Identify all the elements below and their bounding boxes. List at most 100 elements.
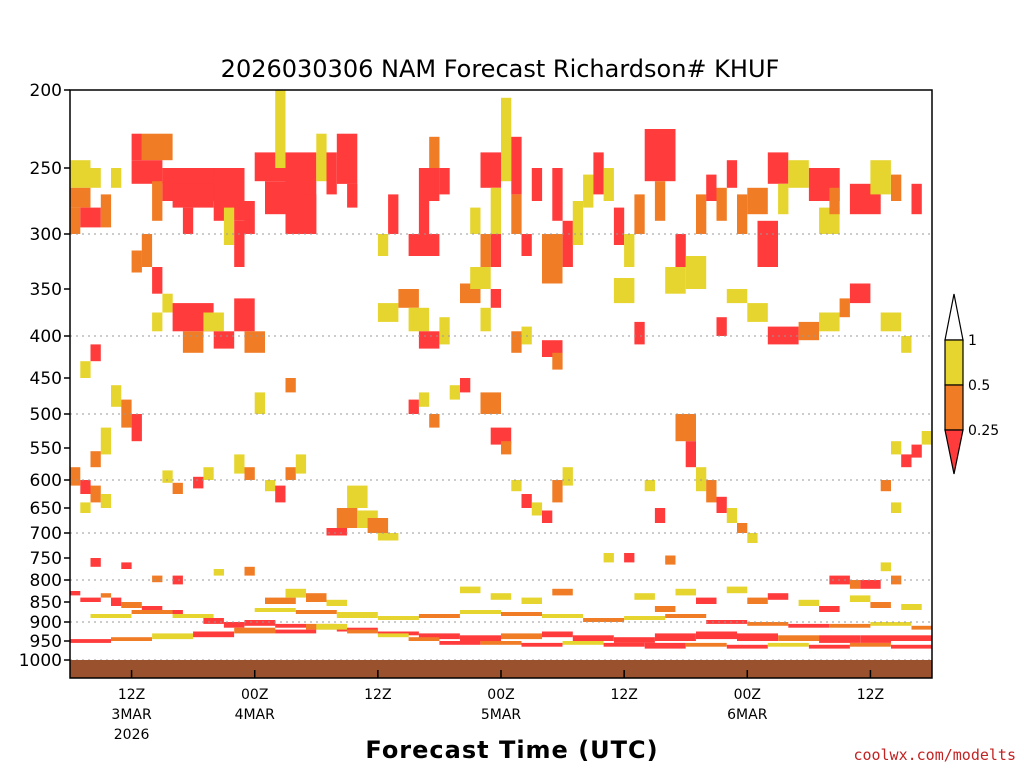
heatmap-cell <box>408 399 419 414</box>
heatmap-cell <box>418 614 460 618</box>
heatmap-cell <box>901 604 922 610</box>
heatmap-cell <box>819 606 840 612</box>
heatmap-cell <box>306 194 317 234</box>
y-tick-label: 800 <box>30 571 62 591</box>
heatmap-cell <box>757 220 778 267</box>
heatmap-cell <box>880 562 891 572</box>
heatmap-cell <box>347 629 378 634</box>
heatmap-cell <box>849 580 861 589</box>
heatmap-cell <box>911 183 922 215</box>
heatmap-cell <box>665 614 707 618</box>
heatmap-cell <box>193 631 235 638</box>
heatmap-cell <box>316 133 327 182</box>
heatmap-cell <box>408 637 440 641</box>
x-tick-date: 3MAR <box>111 707 152 723</box>
heatmap-cell <box>90 344 101 362</box>
chart-title: 2026030306 NAM Forecast Richardson# KHUF <box>221 55 780 83</box>
heatmap-cell <box>521 642 563 647</box>
y-tick-label: 650 <box>30 499 62 519</box>
heatmap-cell <box>747 597 768 604</box>
heatmap-cell <box>90 558 101 567</box>
heatmap-cell <box>234 454 245 474</box>
heatmap-cell <box>665 267 686 294</box>
heatmap-cell <box>778 183 789 215</box>
y-tick-label: 350 <box>30 280 62 300</box>
heatmap-cell <box>336 612 378 618</box>
heatmap-cell <box>685 441 696 468</box>
heatmap-cell <box>203 467 214 480</box>
x-tick-date: 4MAR <box>235 707 276 723</box>
legend: 1 0.5 0.25 <box>944 293 999 475</box>
heatmap-cell <box>521 234 532 256</box>
heatmap-cell <box>613 278 635 304</box>
heatmap-cell <box>265 597 296 604</box>
heatmap-cell <box>891 635 932 641</box>
heatmap-cell <box>870 602 891 608</box>
heatmap-cell <box>891 502 902 513</box>
heatmap-cell <box>193 476 204 489</box>
heatmap-cell <box>152 267 163 294</box>
heatmap-cell <box>839 298 850 318</box>
heatmap-cell <box>121 399 132 428</box>
heatmap-cell <box>870 622 912 626</box>
heatmap-cell <box>891 575 902 585</box>
heatmap-cell <box>141 133 173 161</box>
heatmap-cell <box>849 283 871 304</box>
heatmap-cell <box>901 336 912 353</box>
heatmap-cell <box>521 494 532 508</box>
heatmap-cell <box>80 502 91 513</box>
x-tick-year: 2026 <box>114 727 150 743</box>
y-axis: 200 250 300 350 400 450 500 550 600 650 700 7508008… <box>19 81 70 671</box>
heatmap-cell <box>490 234 501 267</box>
heatmap-cell <box>880 480 891 492</box>
heatmap-cell <box>121 602 142 608</box>
heatmap-cell <box>152 575 163 583</box>
heatmap-cell <box>767 593 789 600</box>
heatmap-cell <box>634 593 655 600</box>
plot-area <box>70 90 932 649</box>
heatmap-cell <box>675 234 686 267</box>
heatmap-cell <box>593 152 604 195</box>
heatmap-cell <box>316 623 348 630</box>
heatmap-cell <box>90 168 101 188</box>
heatmap-cell <box>644 642 686 649</box>
heatmap-cell <box>285 588 306 598</box>
heatmap-cell <box>542 614 583 618</box>
heatmap-cell <box>162 610 183 614</box>
heatmap-cell <box>244 467 255 480</box>
heatmap-cell <box>131 160 163 184</box>
heatmap-cell <box>326 599 347 606</box>
heatmap-cell <box>511 480 522 492</box>
heatmap-cell <box>265 181 286 215</box>
heatmap-cell <box>788 160 809 188</box>
heatmap-cell <box>849 642 891 647</box>
credit-link[interactable]: coolwx.com/modelts <box>853 746 1016 764</box>
heatmap-cell <box>439 641 481 645</box>
heatmap-cell <box>562 641 604 645</box>
heatmap-cell <box>162 293 173 313</box>
heatmap-cell <box>490 289 501 308</box>
ground-band <box>70 660 932 678</box>
heatmap-cell <box>182 207 194 234</box>
heatmap-cell <box>891 644 932 649</box>
heatmap-cell <box>377 303 399 322</box>
heatmap-cell <box>767 642 809 647</box>
x-tick-label: 12Z <box>857 687 884 703</box>
heatmap-cell <box>295 454 307 474</box>
heatmap-cell <box>778 635 820 641</box>
heatmap-cell <box>716 187 727 221</box>
x-axis-label: Forecast Time (UTC) <box>365 736 658 764</box>
heatmap-cell <box>244 566 255 576</box>
heatmap-cell <box>501 612 542 616</box>
heatmap-cell <box>100 494 112 508</box>
legend-swatch-orange <box>944 384 964 431</box>
y-tick-label: 300 <box>30 225 62 245</box>
heatmap-cell <box>460 378 471 393</box>
heatmap-cell <box>562 467 573 486</box>
heatmap-cell <box>111 637 152 641</box>
heatmap-cell <box>808 644 850 649</box>
heatmap-cell <box>377 633 409 638</box>
heatmap-cell <box>819 312 840 332</box>
y-tick-label: 900 <box>30 613 62 633</box>
